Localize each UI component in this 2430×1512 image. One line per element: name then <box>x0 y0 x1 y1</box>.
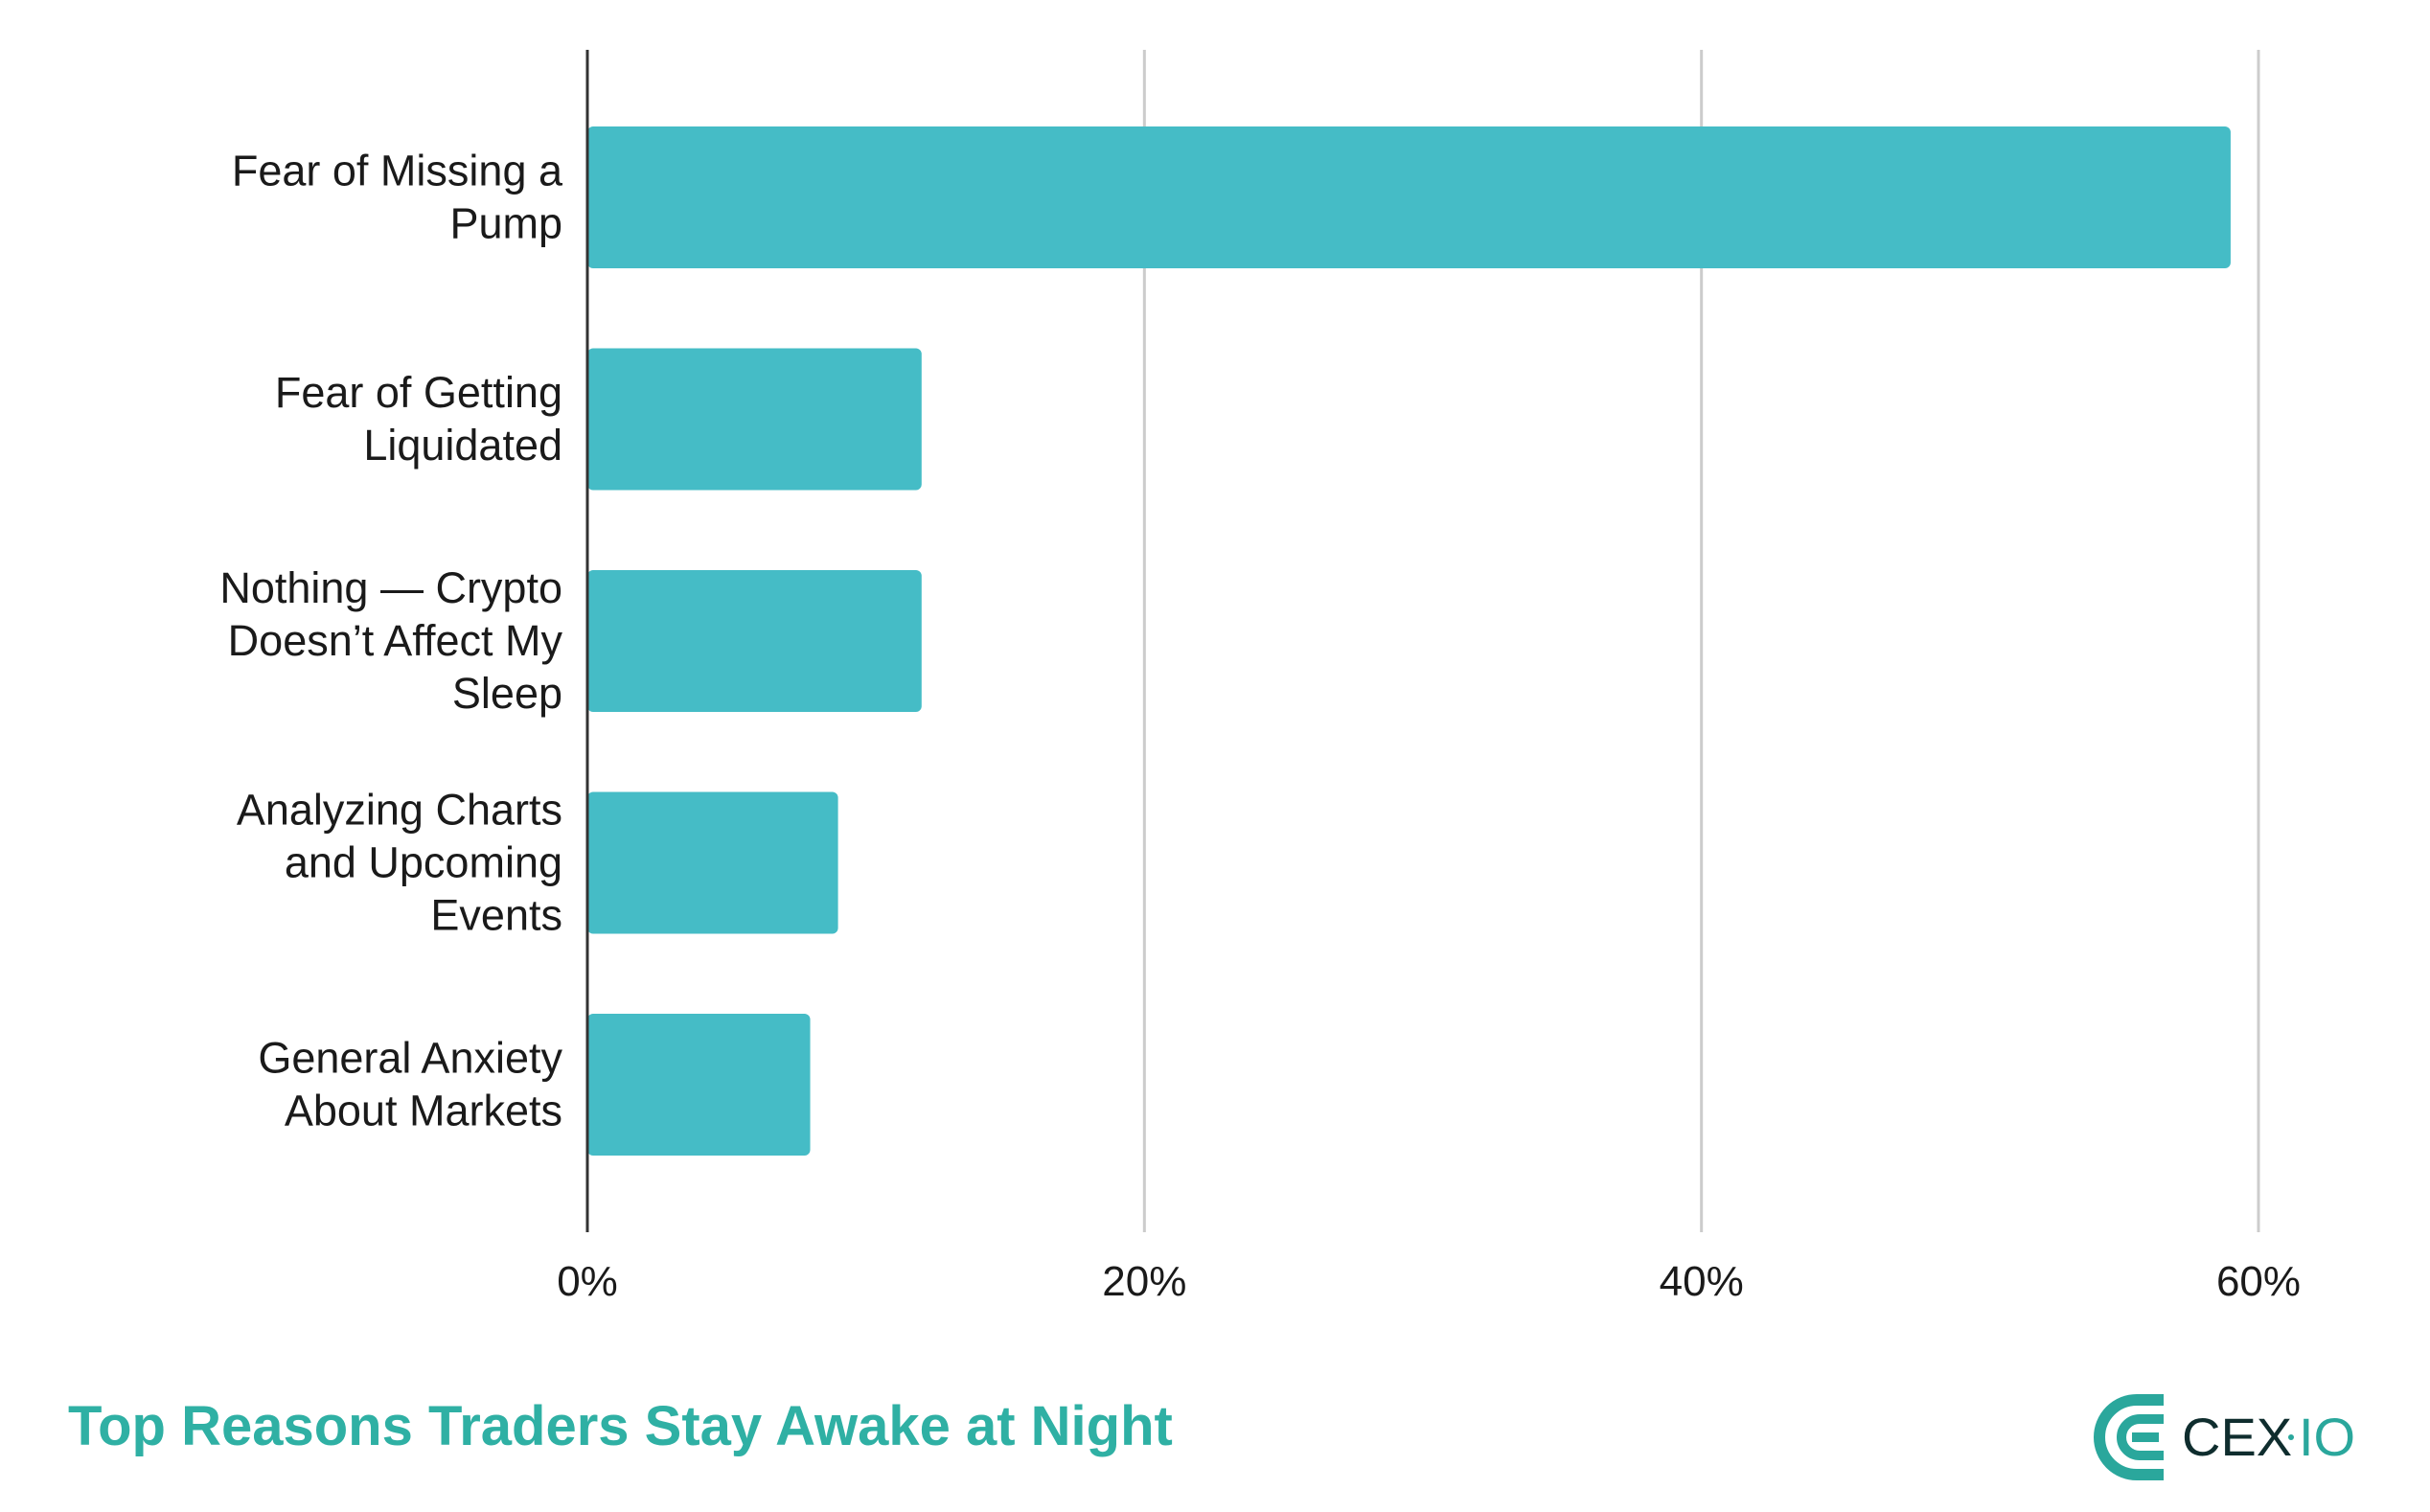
bar <box>587 126 2231 268</box>
logo-mark-icon <box>2094 1394 2164 1480</box>
category-label: Analyzing Charts and Upcoming Events <box>237 786 562 940</box>
category-label-line: Sleep <box>452 669 562 718</box>
category-label-line: Pump <box>449 199 562 248</box>
svg-text:IO: IO <box>2299 1407 2355 1467</box>
category-label-line: and Upcoming <box>285 838 562 887</box>
category-label-line: Liquidated <box>363 421 562 470</box>
category-label-line: General Anxiety <box>258 1034 562 1083</box>
bar <box>587 570 922 712</box>
category-label: General Anxiety About Markets <box>258 1034 562 1135</box>
x-tick-label: 20% <box>1102 1258 1186 1305</box>
category-label-line: Fear of Getting <box>275 368 562 417</box>
chart-title: Top Reasons Traders Stay Awake at Night <box>68 1395 1173 1457</box>
cex-io-logo: CEX IO <box>2094 1394 2355 1480</box>
category-label-line: Nothing — Crypto <box>219 563 562 612</box>
x-tick-label: 0% <box>557 1258 618 1305</box>
category-label: Fear of Getting Liquidated <box>275 368 562 470</box>
bar <box>587 791 838 934</box>
bar <box>587 1014 811 1156</box>
category-label-line: Events <box>430 891 562 940</box>
category-label-line: Doesn’t Affect My <box>228 616 563 665</box>
x-tick-label: 60% <box>2216 1258 2301 1305</box>
category-label-line: Fear of Missing a <box>232 147 563 195</box>
svg-text:CEX: CEX <box>2182 1407 2292 1467</box>
category-label: Nothing — Crypto Doesn’t Affect My Sleep <box>219 563 562 718</box>
category-label-line: Analyzing Charts <box>237 786 562 835</box>
category-label: Fear of Missing a Pump <box>232 147 563 248</box>
category-label-line: About Markets <box>285 1087 562 1135</box>
x-tick-label: 40% <box>1660 1258 1744 1305</box>
bar <box>587 348 922 491</box>
